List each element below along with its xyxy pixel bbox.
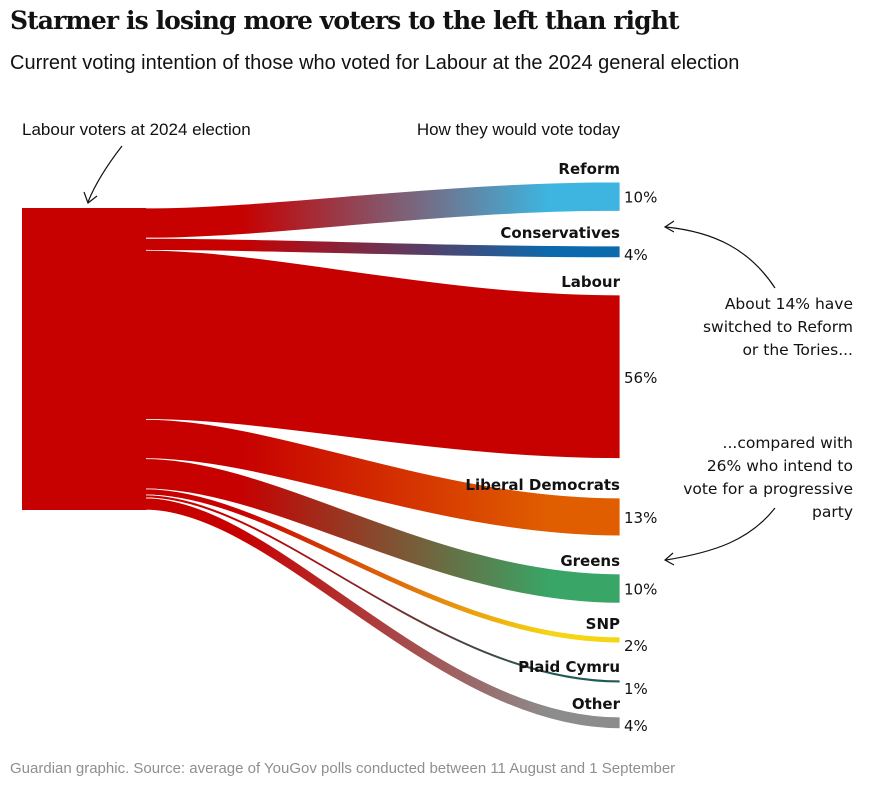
annotation-arrow (665, 507, 776, 561)
value-label: 10% (624, 189, 657, 207)
party-label: Plaid Cymru (518, 658, 620, 676)
chart-subtitle: Current voting intention of those who vo… (10, 52, 740, 74)
value-label: 1% (624, 680, 648, 698)
annotation-text: About 14% have (725, 295, 853, 313)
value-label: 10% (624, 581, 657, 599)
value-label: 4% (624, 717, 648, 735)
source-label-arrowhead (83, 191, 98, 204)
value-label: 13% (624, 509, 657, 527)
value-label: 56% (624, 369, 657, 387)
annotations-group: About 14% have switched to Reform or the T… (663, 220, 853, 566)
party-label: Liberal Democrats (465, 476, 620, 494)
annotation-arrow (665, 226, 776, 289)
party-label: Other (572, 695, 621, 713)
annotation-arrowhead (663, 220, 675, 233)
annotation-text: 26% who intend to (707, 457, 853, 475)
flow-snp (144, 488, 621, 644)
flow-greens (144, 458, 621, 604)
party-label: Reform (558, 160, 620, 178)
annotation-text: vote for a progressive (683, 480, 853, 498)
labels-group: Reform10%Conservatives4%Labour56%Liberal… (465, 160, 657, 735)
party-label: Labour (561, 273, 620, 291)
flow-labour (144, 249, 621, 459)
target-column-label: How they would vote today (416, 120, 620, 139)
annotation-text: or the Tories... (742, 341, 853, 359)
party-label: Greens (560, 552, 620, 570)
party-label: Conservatives (500, 224, 620, 242)
source-label-arrow (87, 145, 123, 203)
flow-other (144, 497, 621, 730)
annotation-text: ...compared with (723, 434, 853, 452)
value-label: 2% (624, 637, 648, 655)
party-label: SNP (586, 615, 620, 633)
annotation-arrowhead (663, 552, 675, 566)
flows-group (144, 181, 621, 730)
chart-title: Starmer is losing more voters to the lef… (10, 6, 680, 35)
source-node-label: Labour voters at 2024 election (22, 120, 251, 139)
value-label: 4% (624, 246, 648, 264)
flow-liberal-democrats (144, 418, 621, 537)
source-node-bar (22, 208, 146, 510)
annotation-text: switched to Reform (703, 318, 853, 336)
annotation-text: party (812, 503, 853, 521)
flow-plaid-cymru (144, 494, 621, 684)
source-footnote: Guardian graphic. Source: average of You… (10, 760, 676, 777)
flow-reform (144, 181, 621, 239)
flow-conservatives (144, 237, 621, 259)
